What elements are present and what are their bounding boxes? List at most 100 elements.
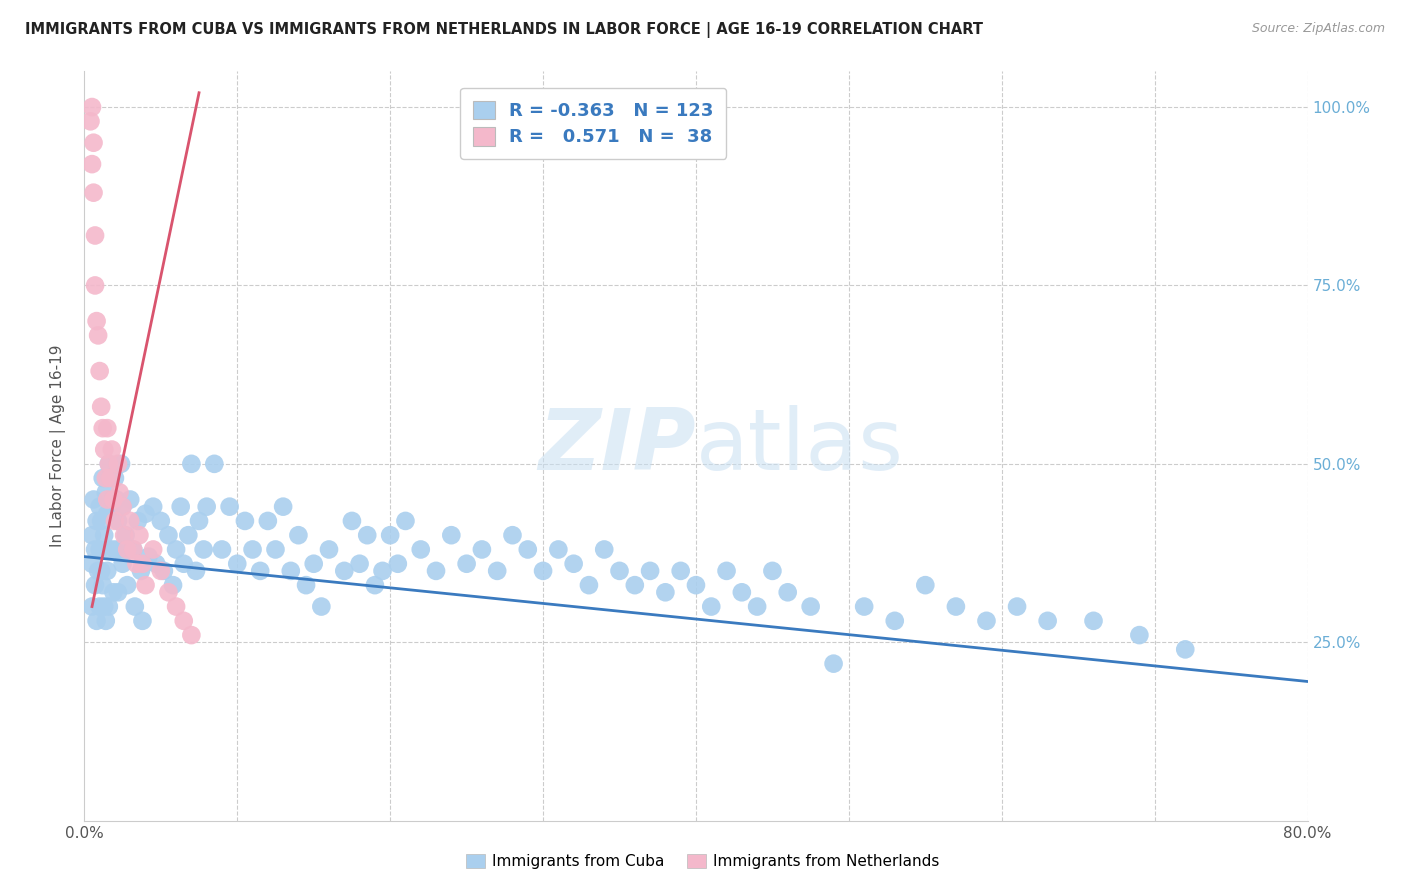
Point xyxy=(264,542,287,557)
Point xyxy=(84,278,107,293)
Point xyxy=(945,599,967,614)
Point xyxy=(79,114,101,128)
Point xyxy=(97,599,120,614)
Point xyxy=(103,492,125,507)
Point xyxy=(531,564,554,578)
Point xyxy=(340,514,363,528)
Point xyxy=(89,599,111,614)
Point xyxy=(98,471,121,485)
Point xyxy=(669,564,692,578)
Point xyxy=(173,557,195,571)
Point xyxy=(440,528,463,542)
Point xyxy=(90,400,112,414)
Point xyxy=(685,578,707,592)
Point xyxy=(609,564,631,578)
Y-axis label: In Labor Force | Age 16-19: In Labor Force | Age 16-19 xyxy=(49,344,66,548)
Point xyxy=(624,578,647,592)
Point xyxy=(380,528,402,542)
Point xyxy=(127,514,149,528)
Point xyxy=(86,514,108,528)
Point xyxy=(120,514,142,528)
Point xyxy=(311,599,333,614)
Point xyxy=(97,457,120,471)
Point xyxy=(125,557,148,571)
Point xyxy=(226,557,249,571)
Point xyxy=(333,564,356,578)
Point xyxy=(638,564,661,578)
Point xyxy=(456,557,478,571)
Point xyxy=(86,314,108,328)
Point xyxy=(883,614,905,628)
Point xyxy=(1036,614,1059,628)
Point xyxy=(90,564,112,578)
Point xyxy=(471,542,494,557)
Point xyxy=(104,542,127,557)
Point xyxy=(593,542,616,557)
Point xyxy=(1005,599,1028,614)
Point xyxy=(165,599,187,614)
Point xyxy=(193,542,215,557)
Point xyxy=(202,457,225,471)
Point xyxy=(135,507,157,521)
Point xyxy=(142,542,165,557)
Point xyxy=(84,578,107,592)
Point xyxy=(177,528,200,542)
Point xyxy=(96,507,118,521)
Point xyxy=(89,542,111,557)
Point xyxy=(107,585,129,599)
Point xyxy=(302,557,325,571)
Point xyxy=(142,500,165,514)
Point xyxy=(80,157,103,171)
Point xyxy=(96,564,118,578)
Point xyxy=(502,528,524,542)
Point xyxy=(105,492,128,507)
Point xyxy=(257,514,280,528)
Point xyxy=(91,578,114,592)
Point xyxy=(149,564,172,578)
Point xyxy=(295,578,318,592)
Point xyxy=(96,492,118,507)
Point xyxy=(516,542,538,557)
Point xyxy=(93,442,115,457)
Point xyxy=(1083,614,1105,628)
Point xyxy=(115,542,138,557)
Point xyxy=(823,657,845,671)
Point xyxy=(107,514,129,528)
Point xyxy=(89,500,111,514)
Point xyxy=(173,614,195,628)
Point xyxy=(1174,642,1197,657)
Point xyxy=(356,528,378,542)
Point xyxy=(104,471,127,485)
Point xyxy=(87,564,110,578)
Point xyxy=(122,542,145,557)
Point xyxy=(107,457,129,471)
Point xyxy=(153,564,176,578)
Point xyxy=(853,599,876,614)
Point xyxy=(115,578,138,592)
Point xyxy=(89,364,111,378)
Point xyxy=(80,528,103,542)
Point xyxy=(83,186,105,200)
Point xyxy=(114,528,136,542)
Point xyxy=(233,514,256,528)
Point xyxy=(700,599,723,614)
Legend: Immigrants from Cuba, Immigrants from Netherlands: Immigrants from Cuba, Immigrants from Ne… xyxy=(460,848,946,875)
Point xyxy=(87,328,110,343)
Point xyxy=(162,578,184,592)
Point xyxy=(101,500,124,514)
Point xyxy=(145,557,167,571)
Text: ZIP: ZIP xyxy=(538,404,696,488)
Point xyxy=(135,578,157,592)
Point xyxy=(184,564,207,578)
Point xyxy=(425,564,447,578)
Point xyxy=(83,136,105,150)
Point xyxy=(165,542,187,557)
Point xyxy=(112,528,135,542)
Point xyxy=(104,514,127,528)
Point xyxy=(94,471,117,485)
Point xyxy=(195,500,218,514)
Point xyxy=(108,485,131,500)
Point xyxy=(562,557,585,571)
Point xyxy=(83,492,105,507)
Point xyxy=(364,578,387,592)
